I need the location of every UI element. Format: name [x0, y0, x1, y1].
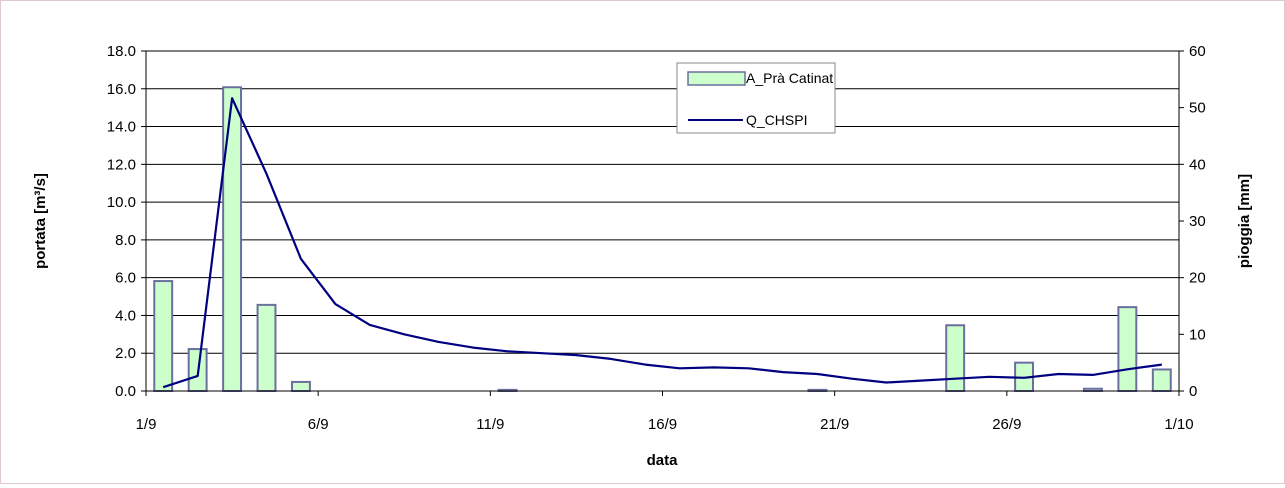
q-chspi-line [162, 97, 1162, 389]
bar [1117, 306, 1138, 392]
x-tick-label: 16/9 [648, 416, 677, 433]
legend: A_Prà Catinat Q_CHSPI [676, 62, 836, 134]
line-series [162, 97, 1162, 389]
y-left-tick-label: 2.0 [115, 345, 136, 362]
x-tick-label: 26/9 [992, 416, 1021, 433]
bar [290, 380, 311, 392]
y-axis-left-title: portata [m³/s] [32, 173, 49, 269]
legend-line-label: Q_CHSPI [746, 112, 807, 128]
legend-bar-swatch [687, 71, 746, 86]
legend-bar-label: A_Prà Catinat [746, 70, 833, 86]
y-right-tick-label: 50 [1189, 100, 1206, 117]
y-right-tick-label: 30 [1189, 213, 1206, 230]
y-left-tick-label: 14.0 [107, 119, 136, 136]
x-tick-label: 6/9 [308, 416, 329, 433]
y-right-tick-label: 40 [1189, 156, 1206, 173]
y-left-tick-label: 18.0 [107, 43, 136, 60]
y-right-tick-label: 10 [1189, 326, 1206, 343]
y-right-tick-label: 20 [1189, 270, 1206, 287]
y-left-tick-label: 6.0 [115, 270, 136, 287]
y-right-tick-label: 0 [1189, 383, 1197, 400]
y-left-tick-label: 8.0 [115, 232, 136, 249]
x-tick-label: 11/9 [476, 416, 504, 433]
y-right-tick-label: 60 [1189, 43, 1206, 60]
x-tick-label: 1/10 [1164, 416, 1193, 433]
y-left-tick-label: 4.0 [115, 307, 136, 324]
y-left-tick-label: 12.0 [107, 156, 136, 173]
bar-series [153, 86, 1172, 393]
axes [141, 50, 1184, 396]
x-axis-title: data [647, 452, 679, 469]
y-left-tick-label: 0.0 [115, 383, 136, 400]
tick-labels: 0.0 2.0 4.0 6.0 8.0 10.0 12.0 14.0 16.0 18.0 0 10 20… [107, 43, 1206, 433]
y-left-tick-label: 10.0 [107, 194, 136, 211]
x-tick-label: 21/9 [820, 416, 849, 433]
x-tick-label: 1/9 [136, 416, 157, 433]
bar [945, 324, 966, 392]
y-axis-right-title: pioggia [mm] [1236, 174, 1253, 268]
y-left-tick-label: 16.0 [107, 81, 136, 98]
grid-lines [146, 50, 1179, 354]
bar [153, 280, 174, 393]
bar [222, 86, 243, 393]
bar [256, 303, 277, 392]
bar [1151, 368, 1172, 393]
